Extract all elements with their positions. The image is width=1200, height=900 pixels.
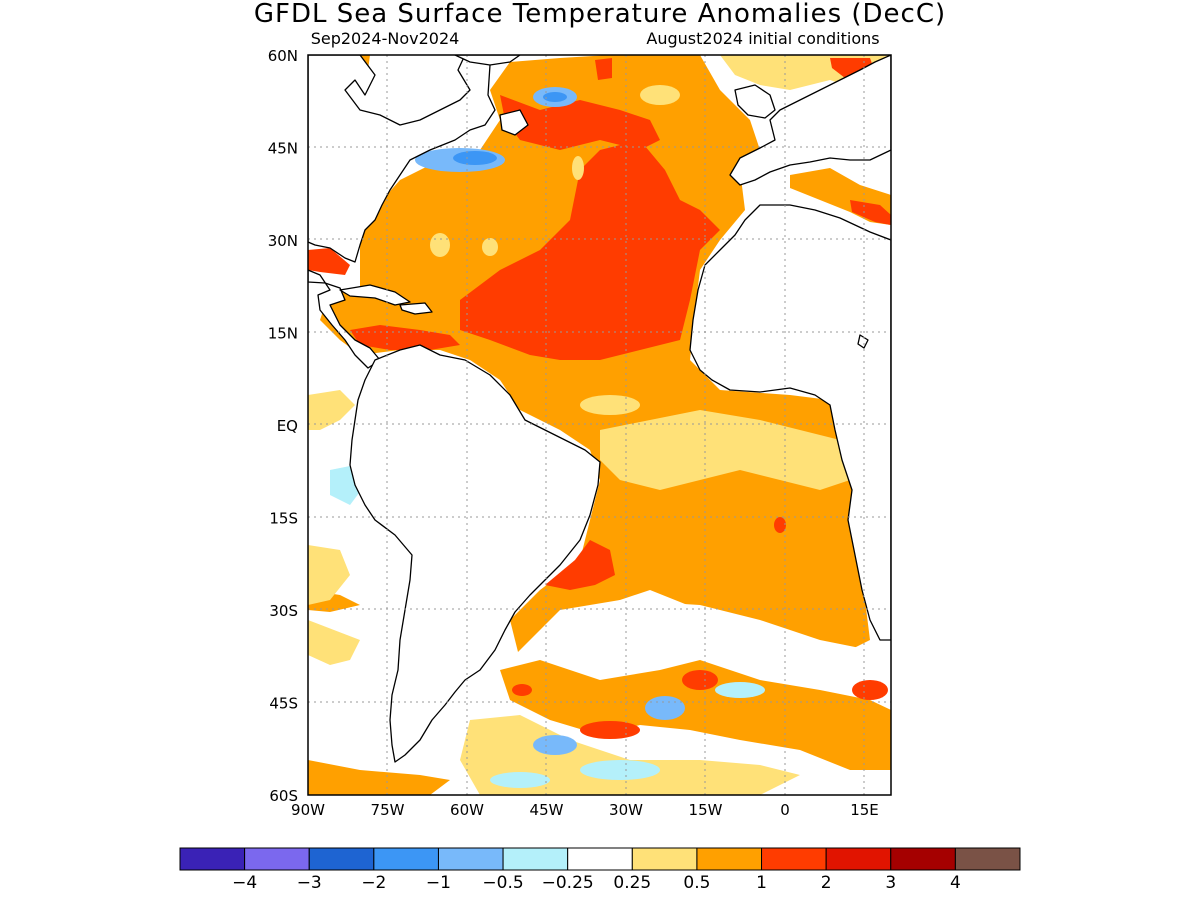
lat-tick-label: 60S bbox=[269, 787, 298, 805]
colorbar-swatch bbox=[502, 847, 569, 871]
anomaly-region-pacific-yellow-3 bbox=[308, 620, 360, 665]
colorbar-label: −0.25 bbox=[542, 873, 594, 893]
figure-title: GFDL Sea Surface Temperature Anomalies (… bbox=[254, 0, 946, 29]
anomaly-region-southern-orange-1 bbox=[500, 660, 891, 770]
colorbar-label: 2 bbox=[821, 873, 832, 893]
anomaly-spot-yellow-4 bbox=[640, 85, 680, 105]
colorbar-label: −1 bbox=[426, 873, 451, 893]
anomaly-spot-blue-2 bbox=[533, 735, 577, 755]
colorbar-swatch bbox=[179, 847, 246, 871]
colorbar-swatch bbox=[631, 847, 698, 871]
colorbar-swatch bbox=[696, 847, 763, 871]
anomaly-spot-red-2 bbox=[852, 680, 888, 700]
anomaly-spot-red-1 bbox=[682, 670, 718, 690]
anomaly-spot-red-3 bbox=[580, 721, 640, 739]
figure-subtitle-period: Sep2024-Nov2024 bbox=[311, 29, 460, 48]
lon-tick-label: 0 bbox=[780, 801, 790, 819]
anomaly-region-brazil-red bbox=[545, 540, 615, 590]
colorbar-swatch bbox=[244, 847, 310, 871]
land-newfoundland bbox=[499, 109, 529, 136]
anomaly-region-southern-yellow bbox=[460, 715, 800, 795]
colorbar-label: 0.25 bbox=[613, 873, 651, 893]
colorbar-swatch bbox=[437, 847, 504, 871]
colorbar-label: 4 bbox=[950, 873, 961, 893]
anomaly-spot-blue-north-4 bbox=[543, 92, 567, 102]
anomaly-spot-blue-3 bbox=[715, 682, 765, 698]
land-british-isles bbox=[734, 84, 776, 119]
anomaly-region-gulf-red bbox=[308, 248, 350, 275]
colorbar-label: −4 bbox=[232, 873, 257, 893]
map-panel bbox=[307, 54, 892, 796]
lat-tick-label: 45S bbox=[269, 695, 298, 713]
map-frame bbox=[307, 54, 892, 796]
anomaly-region-mediterranean-red bbox=[850, 200, 891, 225]
land-greenland-tip bbox=[454, 55, 521, 66]
anomaly-spot-blue-north-2 bbox=[453, 151, 497, 165]
lon-tick-label: 90W bbox=[291, 801, 325, 819]
lon-axis: 90W 75W 60W 45W 30W 15W 0 15E bbox=[291, 801, 879, 819]
lat-tick-label: 45N bbox=[268, 140, 298, 158]
anomaly-spot-yellow-3 bbox=[572, 156, 584, 180]
lon-tick-label: 15W bbox=[689, 801, 723, 819]
colorbar-swatch bbox=[890, 847, 956, 871]
lat-tick-label: 15S bbox=[269, 510, 298, 528]
lat-tick-label: 60N bbox=[268, 47, 298, 65]
lon-tick-label: 15E bbox=[850, 801, 879, 819]
anomaly-spot-yellow-1 bbox=[430, 233, 450, 257]
anomaly-region-north-red-band bbox=[500, 95, 660, 150]
anomaly-spot-blue-1 bbox=[645, 696, 685, 720]
lat-tick-label: EQ bbox=[277, 417, 298, 435]
anomaly-region-pacific-yellow-2 bbox=[308, 545, 350, 605]
lat-axis: 60N 45N 30N 15N EQ 15S 30S 45S 60S bbox=[268, 47, 298, 805]
anomaly-spot-red-5 bbox=[774, 517, 786, 533]
lon-tick-label: 75W bbox=[371, 801, 405, 819]
colorbar-swatch bbox=[954, 847, 1021, 871]
anomaly-region-equatorial-yellow bbox=[600, 410, 850, 490]
colorbar-label: −0.5 bbox=[482, 873, 523, 893]
colorbar-label: −3 bbox=[297, 873, 322, 893]
colorbar-swatch bbox=[373, 847, 439, 871]
colorbar-label: 0.5 bbox=[683, 873, 710, 893]
anomaly-region-pacific-southwest-orange bbox=[308, 760, 450, 795]
land-africa bbox=[689, 204, 891, 641]
lon-tick-label: 30W bbox=[609, 801, 643, 819]
figure-subtitle-init: August2024 initial conditions bbox=[646, 29, 879, 48]
lon-tick-label: 60W bbox=[450, 801, 484, 819]
anomaly-field bbox=[308, 55, 891, 795]
anomaly-spot-blue-4 bbox=[580, 760, 660, 780]
land-masses bbox=[308, 55, 891, 763]
gridlines bbox=[308, 55, 891, 795]
colorbar-swatch bbox=[308, 847, 375, 871]
land-south-america bbox=[349, 344, 601, 763]
land-cuba bbox=[339, 284, 411, 306]
lat-tick-label: 30N bbox=[268, 232, 298, 250]
anomaly-spot-yellow-5 bbox=[580, 395, 640, 415]
land-madagascar-edge bbox=[857, 334, 869, 349]
colorbar-label: 1 bbox=[756, 873, 767, 893]
colorbar-swatch bbox=[567, 847, 633, 871]
anomaly-region-labrador-red bbox=[595, 58, 612, 80]
anomaly-region-subtropical-red bbox=[460, 140, 720, 360]
anomaly-region-pacific-yellow-1 bbox=[308, 390, 355, 430]
lat-tick-label: 15N bbox=[268, 325, 298, 343]
lat-tick-label: 30S bbox=[269, 602, 298, 620]
colorbar-label: 3 bbox=[885, 873, 896, 893]
land-europe-iberia bbox=[729, 55, 891, 186]
anomaly-spot-yellow-2 bbox=[482, 238, 498, 256]
lon-tick-label: 45W bbox=[530, 801, 564, 819]
colorbar: −4 −3 −2 −1 −0.5 −0.25 0.25 0.5 1 2 3 4 bbox=[179, 847, 1021, 893]
land-north-america bbox=[308, 55, 496, 263]
anomaly-spot-blue-5 bbox=[490, 772, 550, 788]
colorbar-swatch bbox=[825, 847, 892, 871]
anomaly-spot-red-4 bbox=[512, 684, 532, 696]
land-hispaniola bbox=[399, 302, 433, 315]
anomaly-region-caribbean-red bbox=[350, 325, 460, 350]
colorbar-swatch bbox=[761, 847, 827, 871]
colorbar-label: −2 bbox=[361, 873, 386, 893]
